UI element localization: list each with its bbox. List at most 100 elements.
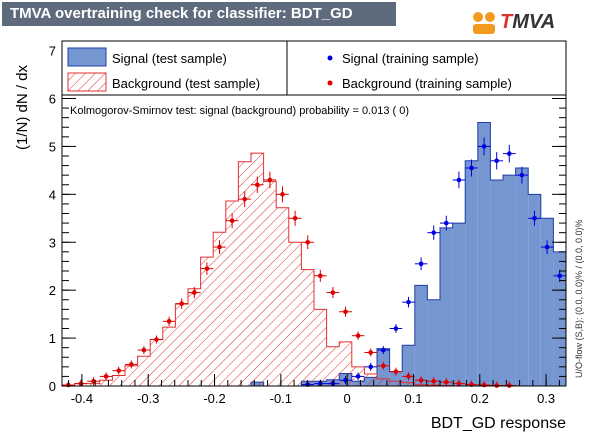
background-train-point <box>141 347 147 353</box>
legend-background-test-label: Background (test sample) <box>112 76 260 91</box>
legend-background-test-swatch <box>67 72 107 92</box>
background-train-point <box>305 239 311 245</box>
background-train-point <box>103 374 109 379</box>
background-test-bin <box>225 201 239 386</box>
background-test-bin <box>326 346 340 386</box>
signal-train-point <box>557 273 562 279</box>
background-train-point <box>444 379 449 385</box>
title-bar: TMVA overtraining check for classifier: … <box>2 2 396 26</box>
background-test-bin <box>188 288 201 386</box>
signal-test-bin <box>477 122 491 386</box>
signal-train-point <box>481 144 487 149</box>
y-tick-label: 7 <box>49 44 56 59</box>
background-train-point <box>242 196 247 202</box>
signal-test-bin <box>540 218 554 386</box>
y-tick-label: 3 <box>49 235 56 250</box>
background-train-point <box>406 374 411 379</box>
signal-test-bin <box>490 179 503 386</box>
histograms <box>62 121 567 387</box>
background-train-point <box>292 215 298 221</box>
signal-test-bin <box>414 285 428 386</box>
y-tick-label: 5 <box>49 139 56 154</box>
signal-train-point <box>444 220 449 226</box>
background-test-bin <box>99 380 113 386</box>
background-train-point <box>456 381 462 386</box>
signal-train-point <box>355 374 361 379</box>
background-test-bin <box>200 257 214 386</box>
background-test-bin <box>301 269 314 386</box>
background-test-bin <box>112 375 125 386</box>
signal-test-bin <box>402 345 415 386</box>
background-train-point <box>267 177 273 183</box>
background-test-bin <box>377 378 390 386</box>
signal-train-point <box>343 377 348 383</box>
signal-test-bin <box>515 167 529 386</box>
background-train-point <box>381 363 386 369</box>
overflow-label: U/O-flow (S,B): (0.0, 0.0)% / (0.0, 0.0)… <box>574 219 584 378</box>
legend-signal-test-label: Signal (test sample) <box>112 51 227 66</box>
background-train-point <box>154 337 159 342</box>
background-train-point <box>78 381 84 386</box>
y-tick-label: 4 <box>49 187 56 202</box>
background-test-bin <box>125 365 138 386</box>
y-tick-label: 1 <box>49 331 56 346</box>
background-train-point <box>368 350 374 355</box>
background-train-point <box>393 369 399 374</box>
background-test-bin <box>339 341 352 386</box>
background-train-point <box>330 290 336 295</box>
signal-test-bin <box>452 223 466 386</box>
background-train-point <box>343 309 348 315</box>
background-test-bin <box>288 242 302 386</box>
tmva-logo: TMVA <box>470 8 580 38</box>
background-train-point <box>431 378 437 384</box>
background-train-point <box>129 362 134 367</box>
signal-train-point <box>519 172 525 178</box>
signal-train-point <box>418 261 424 267</box>
background-test-bin <box>150 339 163 386</box>
y-tick-label: 2 <box>49 283 56 298</box>
signal-test-bin <box>440 227 453 386</box>
signal-train-point <box>544 244 550 250</box>
y-tick-label: 0 <box>49 379 56 394</box>
background-test-bin <box>314 309 327 386</box>
background-test-bin <box>251 153 264 386</box>
legend-box-right <box>286 40 567 96</box>
background-test-bin <box>263 181 277 386</box>
background-test-bin <box>402 382 415 386</box>
legend-signal-train-label: Signal (training sample) <box>342 51 479 66</box>
legend: Signal (test sample) Background (test sam… <box>61 40 567 117</box>
x-tick-label: -0.3 <box>137 391 159 406</box>
plot-title: TMVA overtraining check for classifier: … <box>10 5 353 22</box>
background-test-bin <box>276 207 289 386</box>
background-train-point <box>116 368 121 373</box>
signal-test-bin <box>528 194 541 386</box>
background-train-point <box>166 319 172 324</box>
legend-background-train-label: Background (training sample) <box>342 76 512 91</box>
y-axis-label: (1/N) dN / dx <box>14 64 31 150</box>
background-train-point <box>481 382 487 388</box>
background-train-point <box>355 333 361 338</box>
x-tick-label: 0.1 <box>404 391 422 406</box>
background-test-bin <box>414 384 428 386</box>
signal-train-point <box>393 326 399 331</box>
background-train-point <box>217 244 222 250</box>
background-train-point <box>280 192 285 197</box>
background-train-point <box>204 266 210 271</box>
signal-train-point <box>494 158 500 164</box>
signal-test-bin <box>427 299 440 386</box>
ks-test-text: Kolmogorov-Smirnov test: signal (backgro… <box>70 105 409 117</box>
signal-train-point <box>507 151 512 156</box>
background-test-bin <box>175 304 188 386</box>
signal-train-point <box>406 299 411 305</box>
signal-test-bin <box>465 160 478 386</box>
background-test-bin <box>364 374 377 386</box>
signal-train-point <box>330 381 336 386</box>
x-tick-label: 0.3 <box>537 391 555 406</box>
background-train-point <box>254 182 260 188</box>
x-tick-label: -0.4 <box>71 391 93 406</box>
legend-signal-test-swatch <box>67 47 107 67</box>
background-train-point <box>179 301 184 306</box>
background-test-bin <box>213 232 226 386</box>
signal-train-point <box>381 347 386 353</box>
